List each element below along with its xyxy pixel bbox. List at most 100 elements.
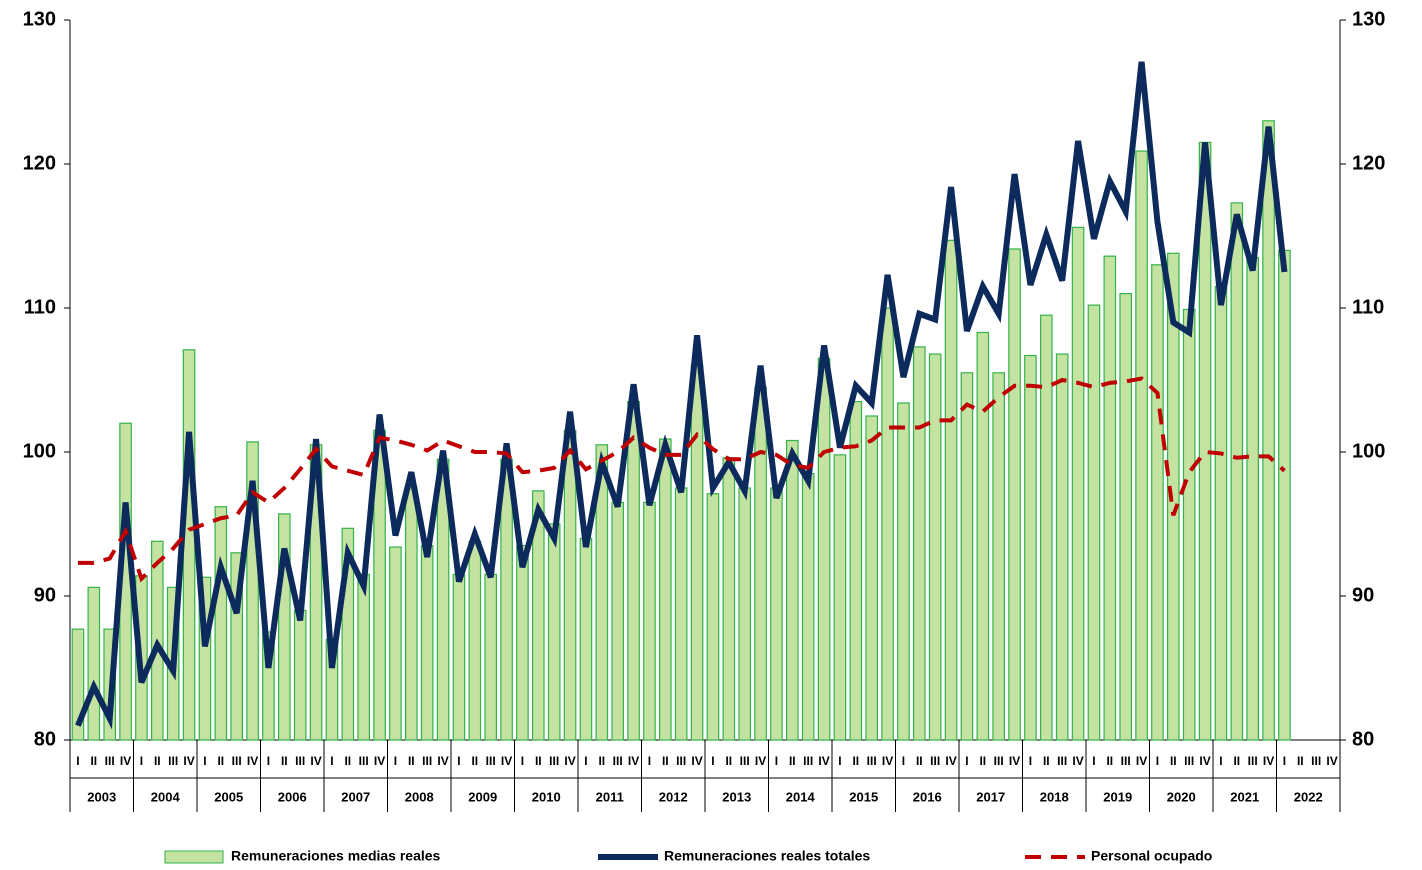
bar [944,239,958,741]
series-line [75,61,1288,730]
y-tick-label: 80 [34,728,56,750]
bar [468,540,482,741]
bar [897,402,910,741]
x-tick-label: IV [691,754,702,768]
x-tick-label: I [1283,754,1286,768]
bar [785,439,799,741]
bar [341,527,355,741]
year-label: 2018 [1040,789,1069,804]
x-tick-label: IV [1326,754,1337,768]
bar [595,444,609,741]
x-tick-label: II [916,754,923,768]
x-tick-label: II [535,754,542,768]
legend-swatch [164,850,224,864]
x-tick-label: I [76,754,79,768]
bar [579,537,593,741]
x-tick-label: IV [564,754,575,768]
year-label: 2017 [976,789,1005,804]
x-tick-label: II [408,754,415,768]
bar [484,573,498,741]
x-tick-label: II [1043,754,1050,768]
x-tick-label: IV [310,754,321,768]
x-tick-label: I [1156,754,1159,768]
year-label: 2010 [532,789,561,804]
y2-tick-label: 80 [1352,728,1374,750]
bar [230,552,244,741]
x-tick-label: IV [120,754,131,768]
x-tick-label: II [1297,754,1304,768]
x-tick-label: III [740,754,750,768]
bar [674,487,688,741]
x-tick-label: I [457,754,460,768]
bar [1166,252,1180,741]
bar [277,513,291,741]
x-tick-label: IV [247,754,258,768]
x-tick-label: IV [1009,754,1020,768]
bar [881,307,894,741]
x-tick-label: I [140,754,143,768]
bar [1262,120,1275,741]
legend-label: Personal ocupado [1091,848,1212,864]
year-label: 2009 [468,789,497,804]
bar [738,487,752,741]
y-tick-label: 130 [23,8,56,30]
bar [865,415,879,741]
bar [849,401,863,741]
x-tick-label: II [789,754,796,768]
x-tick-label: IV [1263,754,1274,768]
year-label: 2016 [913,789,942,804]
bar [754,386,767,741]
bar [293,609,307,741]
bar [420,544,434,741]
bar [1278,249,1291,741]
bar [928,353,942,741]
y-tick-label: 100 [23,440,56,462]
bar [1103,255,1117,741]
x-tick-label: III [613,754,623,768]
x-tick-label: IV [628,754,639,768]
y2-tick-label: 90 [1352,584,1374,606]
x-tick-label: II [852,754,859,768]
x-tick-label: II [598,754,605,768]
bar [801,473,815,741]
x-tick-label: III [803,754,813,768]
y2-tick-label: 130 [1352,8,1385,30]
x-tick-label: IV [755,754,766,768]
bar [1151,264,1164,741]
bar [1135,150,1148,741]
x-tick-label: III [168,754,178,768]
x-tick-label: III [295,754,305,768]
x-tick-label: I [1219,754,1222,768]
year-label: 2019 [1103,789,1132,804]
bar [404,487,418,741]
x-tick-label: I [775,754,778,768]
bar [976,331,990,741]
y-tick-label: 110 [24,296,56,318]
bar [1198,141,1212,741]
x-tick-label: III [359,754,369,768]
x-tick-label: III [1311,754,1321,768]
x-tick-label: IV [501,754,512,768]
year-label: 2006 [278,789,307,804]
x-tick-label: I [838,754,841,768]
bar [1055,353,1069,741]
x-tick-label: I [1092,754,1095,768]
bar [1008,248,1021,741]
year-label: 2004 [151,789,181,804]
bar [770,487,783,741]
x-tick-label: I [521,754,524,768]
x-tick-label: I [1029,754,1032,768]
x-tick-label: III [1057,754,1067,768]
bar [516,544,529,741]
x-tick-label: II [90,754,97,768]
bar [960,372,974,741]
year-label: 2015 [849,789,878,804]
y-tick-label: 120 [23,152,56,174]
x-tick-label: III [930,754,940,768]
year-label: 2007 [341,789,370,804]
x-tick-label: III [105,754,115,768]
y2-tick-label: 110 [1352,296,1384,318]
y2-tick-label: 120 [1352,152,1385,174]
x-tick-label: IV [882,754,893,768]
bar [611,501,625,741]
